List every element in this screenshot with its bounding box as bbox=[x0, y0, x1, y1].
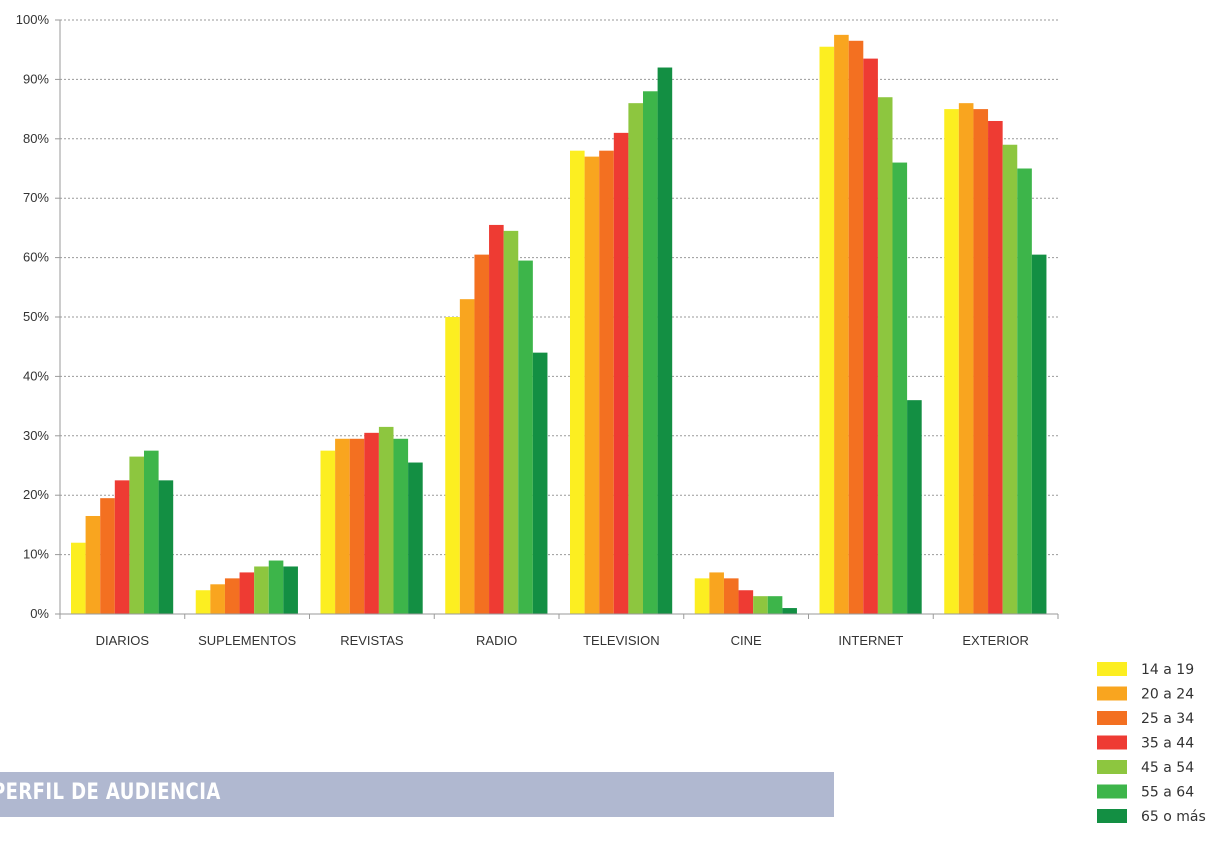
y-tick-label: 100% bbox=[16, 12, 50, 27]
bar bbox=[1002, 144, 1018, 615]
bar bbox=[694, 578, 710, 614]
bar bbox=[819, 46, 835, 615]
bar bbox=[643, 91, 658, 614]
legend-swatch bbox=[1097, 809, 1127, 823]
x-tick-label: INTERNET bbox=[838, 633, 903, 648]
bar bbox=[85, 515, 101, 614]
bar bbox=[973, 109, 989, 614]
bar bbox=[114, 480, 130, 614]
bar bbox=[848, 40, 864, 615]
y-tick-label: 20% bbox=[23, 487, 49, 502]
bar bbox=[599, 150, 614, 614]
bar bbox=[782, 608, 797, 614]
bar bbox=[907, 400, 922, 614]
bar bbox=[613, 132, 629, 615]
bar bbox=[474, 254, 490, 614]
legend-swatch bbox=[1097, 662, 1127, 676]
bar bbox=[709, 572, 724, 614]
bar bbox=[1017, 168, 1032, 614]
x-tick-label: RADIO bbox=[476, 633, 517, 648]
bar bbox=[445, 317, 460, 614]
y-axis-ticks: 0% 10% 20% 30% 40% 50% 60% 70% 80% 90% 100% bbox=[16, 12, 60, 621]
bar bbox=[71, 542, 86, 614]
bar bbox=[254, 566, 269, 614]
legend-label: 20 a 24 bbox=[1141, 687, 1194, 703]
legend-label: 45 a 54 bbox=[1141, 760, 1194, 776]
bar bbox=[144, 450, 159, 614]
bar bbox=[1031, 254, 1047, 614]
legend-swatch bbox=[1097, 711, 1127, 725]
bar bbox=[364, 432, 379, 614]
bar bbox=[944, 109, 959, 614]
bar bbox=[723, 578, 739, 614]
y-tick-label: 0% bbox=[30, 606, 49, 621]
legend-label: 14 a 19 bbox=[1141, 662, 1194, 678]
y-tick-label: 90% bbox=[23, 71, 49, 86]
y-tick-label: 70% bbox=[23, 190, 49, 205]
section-title: PERFIL DE AUDIENCIA bbox=[0, 780, 221, 805]
x-tick-label: REVISTAS bbox=[340, 633, 404, 648]
bar bbox=[863, 58, 878, 615]
legend-swatch bbox=[1097, 735, 1127, 750]
bar bbox=[767, 596, 783, 614]
bar bbox=[378, 426, 394, 614]
bar bbox=[738, 590, 754, 614]
bar bbox=[129, 456, 144, 614]
x-tick-label: CINE bbox=[731, 633, 762, 648]
legend-swatch bbox=[1097, 760, 1127, 774]
y-tick-label: 30% bbox=[23, 428, 49, 443]
legend-label: 55 a 64 bbox=[1141, 785, 1194, 801]
x-tick-label: EXTERIOR bbox=[962, 633, 1028, 648]
x-tick-label: SUPLEMENTOS bbox=[198, 633, 296, 648]
bar bbox=[584, 156, 600, 614]
section-banner: PERFIL DE AUDIENCIA bbox=[0, 772, 834, 817]
legend: 14 a 19 20 a 24 25 a 34 35 a 44 45 a 54 55 a … bbox=[1097, 662, 1206, 825]
bar bbox=[518, 260, 533, 614]
bar bbox=[210, 584, 225, 614]
bar bbox=[877, 97, 893, 615]
y-tick-label: 10% bbox=[23, 547, 49, 562]
bar bbox=[158, 480, 174, 614]
bar bbox=[239, 572, 255, 614]
bars bbox=[71, 34, 1047, 615]
bar bbox=[320, 450, 336, 614]
legend-swatch bbox=[1097, 784, 1127, 799]
y-tick-label: 50% bbox=[23, 309, 49, 324]
bar bbox=[657, 67, 673, 614]
bar bbox=[892, 162, 908, 614]
bar bbox=[408, 462, 423, 614]
legend-label: 35 a 44 bbox=[1141, 736, 1194, 752]
legend-label: 65 o más bbox=[1141, 809, 1206, 825]
x-tick-label: TELEVISION bbox=[583, 633, 660, 648]
legend-swatch bbox=[1097, 686, 1127, 701]
bar bbox=[958, 103, 974, 614]
bar bbox=[393, 438, 409, 614]
bar bbox=[283, 566, 298, 614]
y-tick-label: 60% bbox=[23, 250, 49, 265]
bar bbox=[570, 150, 585, 614]
y-tick-label: 40% bbox=[23, 368, 49, 383]
bar bbox=[503, 230, 519, 614]
bar bbox=[195, 590, 211, 614]
bar bbox=[268, 560, 284, 614]
y-tick-label: 80% bbox=[23, 131, 49, 146]
bar bbox=[224, 578, 240, 614]
bar bbox=[753, 596, 768, 614]
bar bbox=[349, 438, 365, 614]
bar bbox=[988, 120, 1003, 614]
bar bbox=[628, 103, 643, 614]
x-axis-ticks: DIARIOS SUPLEMENTOS REVISTAS RADIO TELEVISIO… bbox=[59, 614, 1059, 648]
legend-label: 25 a 34 bbox=[1141, 711, 1194, 727]
bar bbox=[100, 498, 115, 614]
x-tick-label: DIARIOS bbox=[96, 633, 150, 648]
bar bbox=[532, 352, 548, 614]
bar bbox=[834, 34, 849, 615]
bar bbox=[335, 438, 350, 614]
bar bbox=[489, 224, 504, 614]
bar bbox=[459, 299, 475, 614]
